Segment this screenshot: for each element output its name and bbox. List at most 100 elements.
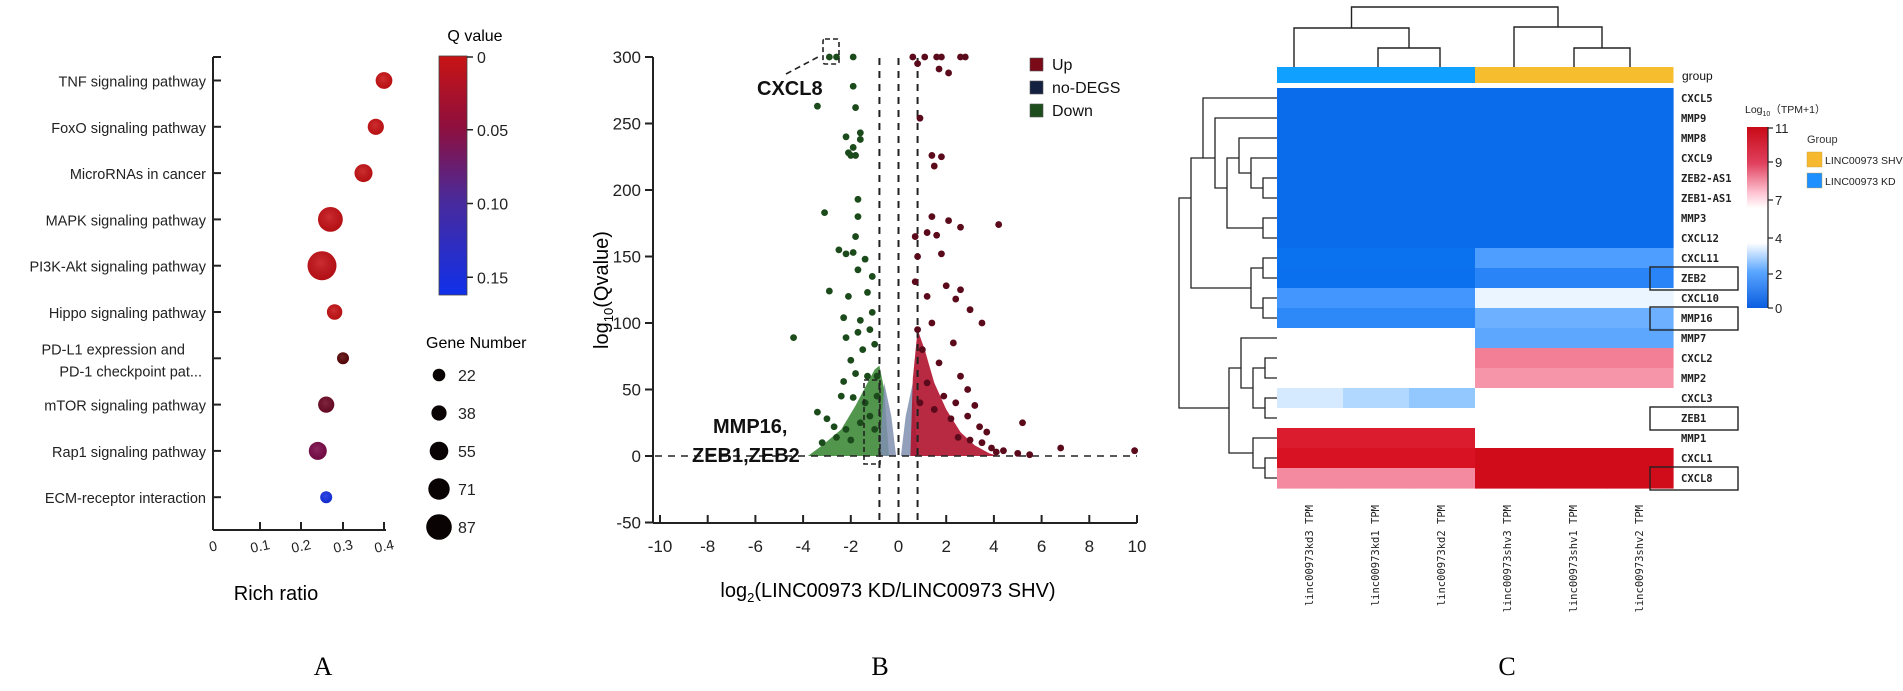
b-up-point[interactable] — [957, 372, 964, 380]
c-heatmap-cell[interactable] — [1541, 108, 1608, 129]
b-up-point[interactable] — [966, 436, 974, 444]
b-up-point[interactable] — [938, 153, 945, 161]
c-heatmap-cell[interactable] — [1475, 88, 1542, 109]
c-heatmap-cell[interactable] — [1607, 348, 1674, 369]
c-heatmap-cell[interactable] — [1277, 268, 1344, 289]
b-down-point[interactable] — [854, 328, 862, 336]
c-heatmap-cell[interactable] — [1541, 388, 1608, 409]
c-heatmap-cell[interactable] — [1277, 468, 1344, 489]
c-heatmap-cell[interactable] — [1277, 88, 1344, 109]
b-down-point[interactable] — [852, 233, 859, 240]
b-down-point[interactable] — [833, 53, 840, 61]
b-down-point[interactable] — [833, 433, 840, 441]
b-down-point[interactable] — [849, 249, 857, 256]
b-down-point[interactable] — [842, 133, 850, 141]
c-heatmap-cell[interactable] — [1343, 128, 1410, 149]
c-heatmap-cell[interactable] — [1607, 288, 1674, 309]
b-up-point[interactable] — [1057, 444, 1065, 452]
c-heatmap-cell[interactable] — [1277, 408, 1344, 429]
c-group-legend-swatch[interactable] — [1806, 172, 1823, 189]
c-heatmap-cell[interactable] — [1607, 228, 1674, 249]
c-heatmap-cell[interactable] — [1607, 108, 1674, 129]
b-down-point[interactable] — [854, 213, 862, 221]
b-down-point[interactable] — [864, 289, 871, 296]
b-up-point[interactable] — [916, 399, 924, 407]
c-heatmap-cell[interactable] — [1277, 128, 1344, 149]
b-up-point[interactable] — [935, 65, 943, 73]
c-heatmap-cell[interactable] — [1607, 88, 1674, 109]
c-heatmap-cell[interactable] — [1607, 448, 1674, 469]
c-heatmap-cell[interactable] — [1541, 288, 1608, 309]
b-up-point[interactable] — [935, 359, 943, 367]
b-down-point[interactable] — [856, 129, 864, 137]
b-up-point[interactable] — [957, 223, 964, 231]
c-heatmap-cell[interactable] — [1607, 168, 1674, 189]
b-up-point[interactable] — [914, 326, 921, 334]
c-heatmap-cell[interactable] — [1409, 348, 1476, 369]
b-up-point[interactable] — [942, 282, 950, 290]
b-up-point[interactable] — [988, 444, 995, 452]
c-heatmap-cell[interactable] — [1475, 208, 1542, 229]
b-down-point[interactable] — [825, 53, 833, 61]
c-heatmap-cell[interactable] — [1343, 428, 1410, 449]
b-down-point[interactable] — [847, 152, 855, 159]
c-heatmap-cell[interactable] — [1541, 468, 1608, 489]
b-up-point[interactable] — [928, 213, 936, 221]
c-heatmap-cell[interactable] — [1409, 268, 1476, 289]
c-heatmap-cell[interactable] — [1409, 128, 1476, 149]
c-heatmap-cell[interactable] — [1343, 88, 1410, 109]
c-heatmap-cell[interactable] — [1277, 368, 1344, 389]
c-heatmap-cell[interactable] — [1277, 388, 1344, 409]
b-down-point[interactable] — [868, 273, 876, 280]
c-heatmap-cell[interactable] — [1607, 468, 1674, 489]
b-down-point[interactable] — [847, 436, 855, 444]
c-heatmap-cell[interactable] — [1343, 248, 1410, 269]
c-heatmap-cell[interactable] — [1541, 328, 1608, 349]
b-down-point[interactable] — [840, 314, 848, 322]
b-down-point[interactable] — [845, 293, 852, 300]
c-heatmap-cell[interactable] — [1541, 248, 1608, 269]
c-heatmap-cell[interactable] — [1541, 408, 1608, 429]
c-heatmap-cell[interactable] — [1475, 428, 1542, 449]
b-down-point[interactable] — [842, 426, 850, 433]
b-up-point[interactable] — [938, 250, 945, 258]
b-up-point[interactable] — [1026, 451, 1034, 459]
b-down-point[interactable] — [821, 209, 828, 217]
b-down-point[interactable] — [840, 378, 848, 385]
c-heatmap-cell[interactable] — [1607, 328, 1674, 349]
b-up-point[interactable] — [918, 346, 926, 353]
c-heatmap-cell[interactable] — [1343, 108, 1410, 129]
c-heatmap-cell[interactable] — [1475, 308, 1542, 329]
c-heatmap-cell[interactable] — [1277, 208, 1344, 229]
c-heatmap-cell[interactable] — [1409, 228, 1476, 249]
c-heatmap-cell[interactable] — [1409, 148, 1476, 169]
c-heatmap-cell[interactable] — [1277, 308, 1344, 329]
b-up-point[interactable] — [983, 428, 991, 436]
c-heatmap-cell[interactable] — [1409, 448, 1476, 469]
c-heatmap-cell[interactable] — [1541, 228, 1608, 249]
c-heatmap-cell[interactable] — [1607, 368, 1674, 389]
c-heatmap-cell[interactable] — [1541, 348, 1608, 369]
c-heatmap-cell[interactable] — [1541, 308, 1608, 329]
b-up-point[interactable] — [911, 233, 919, 240]
c-heatmap-cell[interactable] — [1475, 328, 1542, 349]
c-heatmap-cell[interactable] — [1607, 188, 1674, 209]
b-up-point[interactable] — [930, 406, 938, 413]
c-group-legend-label[interactable]: LINC00973 SHV — [1825, 155, 1903, 167]
b-up-point[interactable] — [928, 319, 936, 327]
c-heatmap-cell[interactable] — [1343, 368, 1410, 389]
b-up-point[interactable] — [923, 293, 931, 300]
b-up-point[interactable] — [949, 339, 957, 347]
c-heatmap-cell[interactable] — [1343, 148, 1410, 169]
c-heatmap-cell[interactable] — [1475, 168, 1542, 189]
b-up-point[interactable] — [921, 53, 929, 61]
b-up-point[interactable] — [952, 295, 960, 303]
c-heatmap-cell[interactable] — [1409, 168, 1476, 189]
b-up-point[interactable] — [1014, 449, 1022, 457]
c-heatmap-cell[interactable] — [1277, 248, 1344, 269]
c-heatmap-cell[interactable] — [1541, 208, 1608, 229]
c-heatmap-cell[interactable] — [1277, 348, 1344, 369]
b-down-point[interactable] — [854, 195, 862, 203]
b-down-point[interactable] — [866, 326, 874, 334]
b-up-point[interactable] — [957, 53, 964, 61]
